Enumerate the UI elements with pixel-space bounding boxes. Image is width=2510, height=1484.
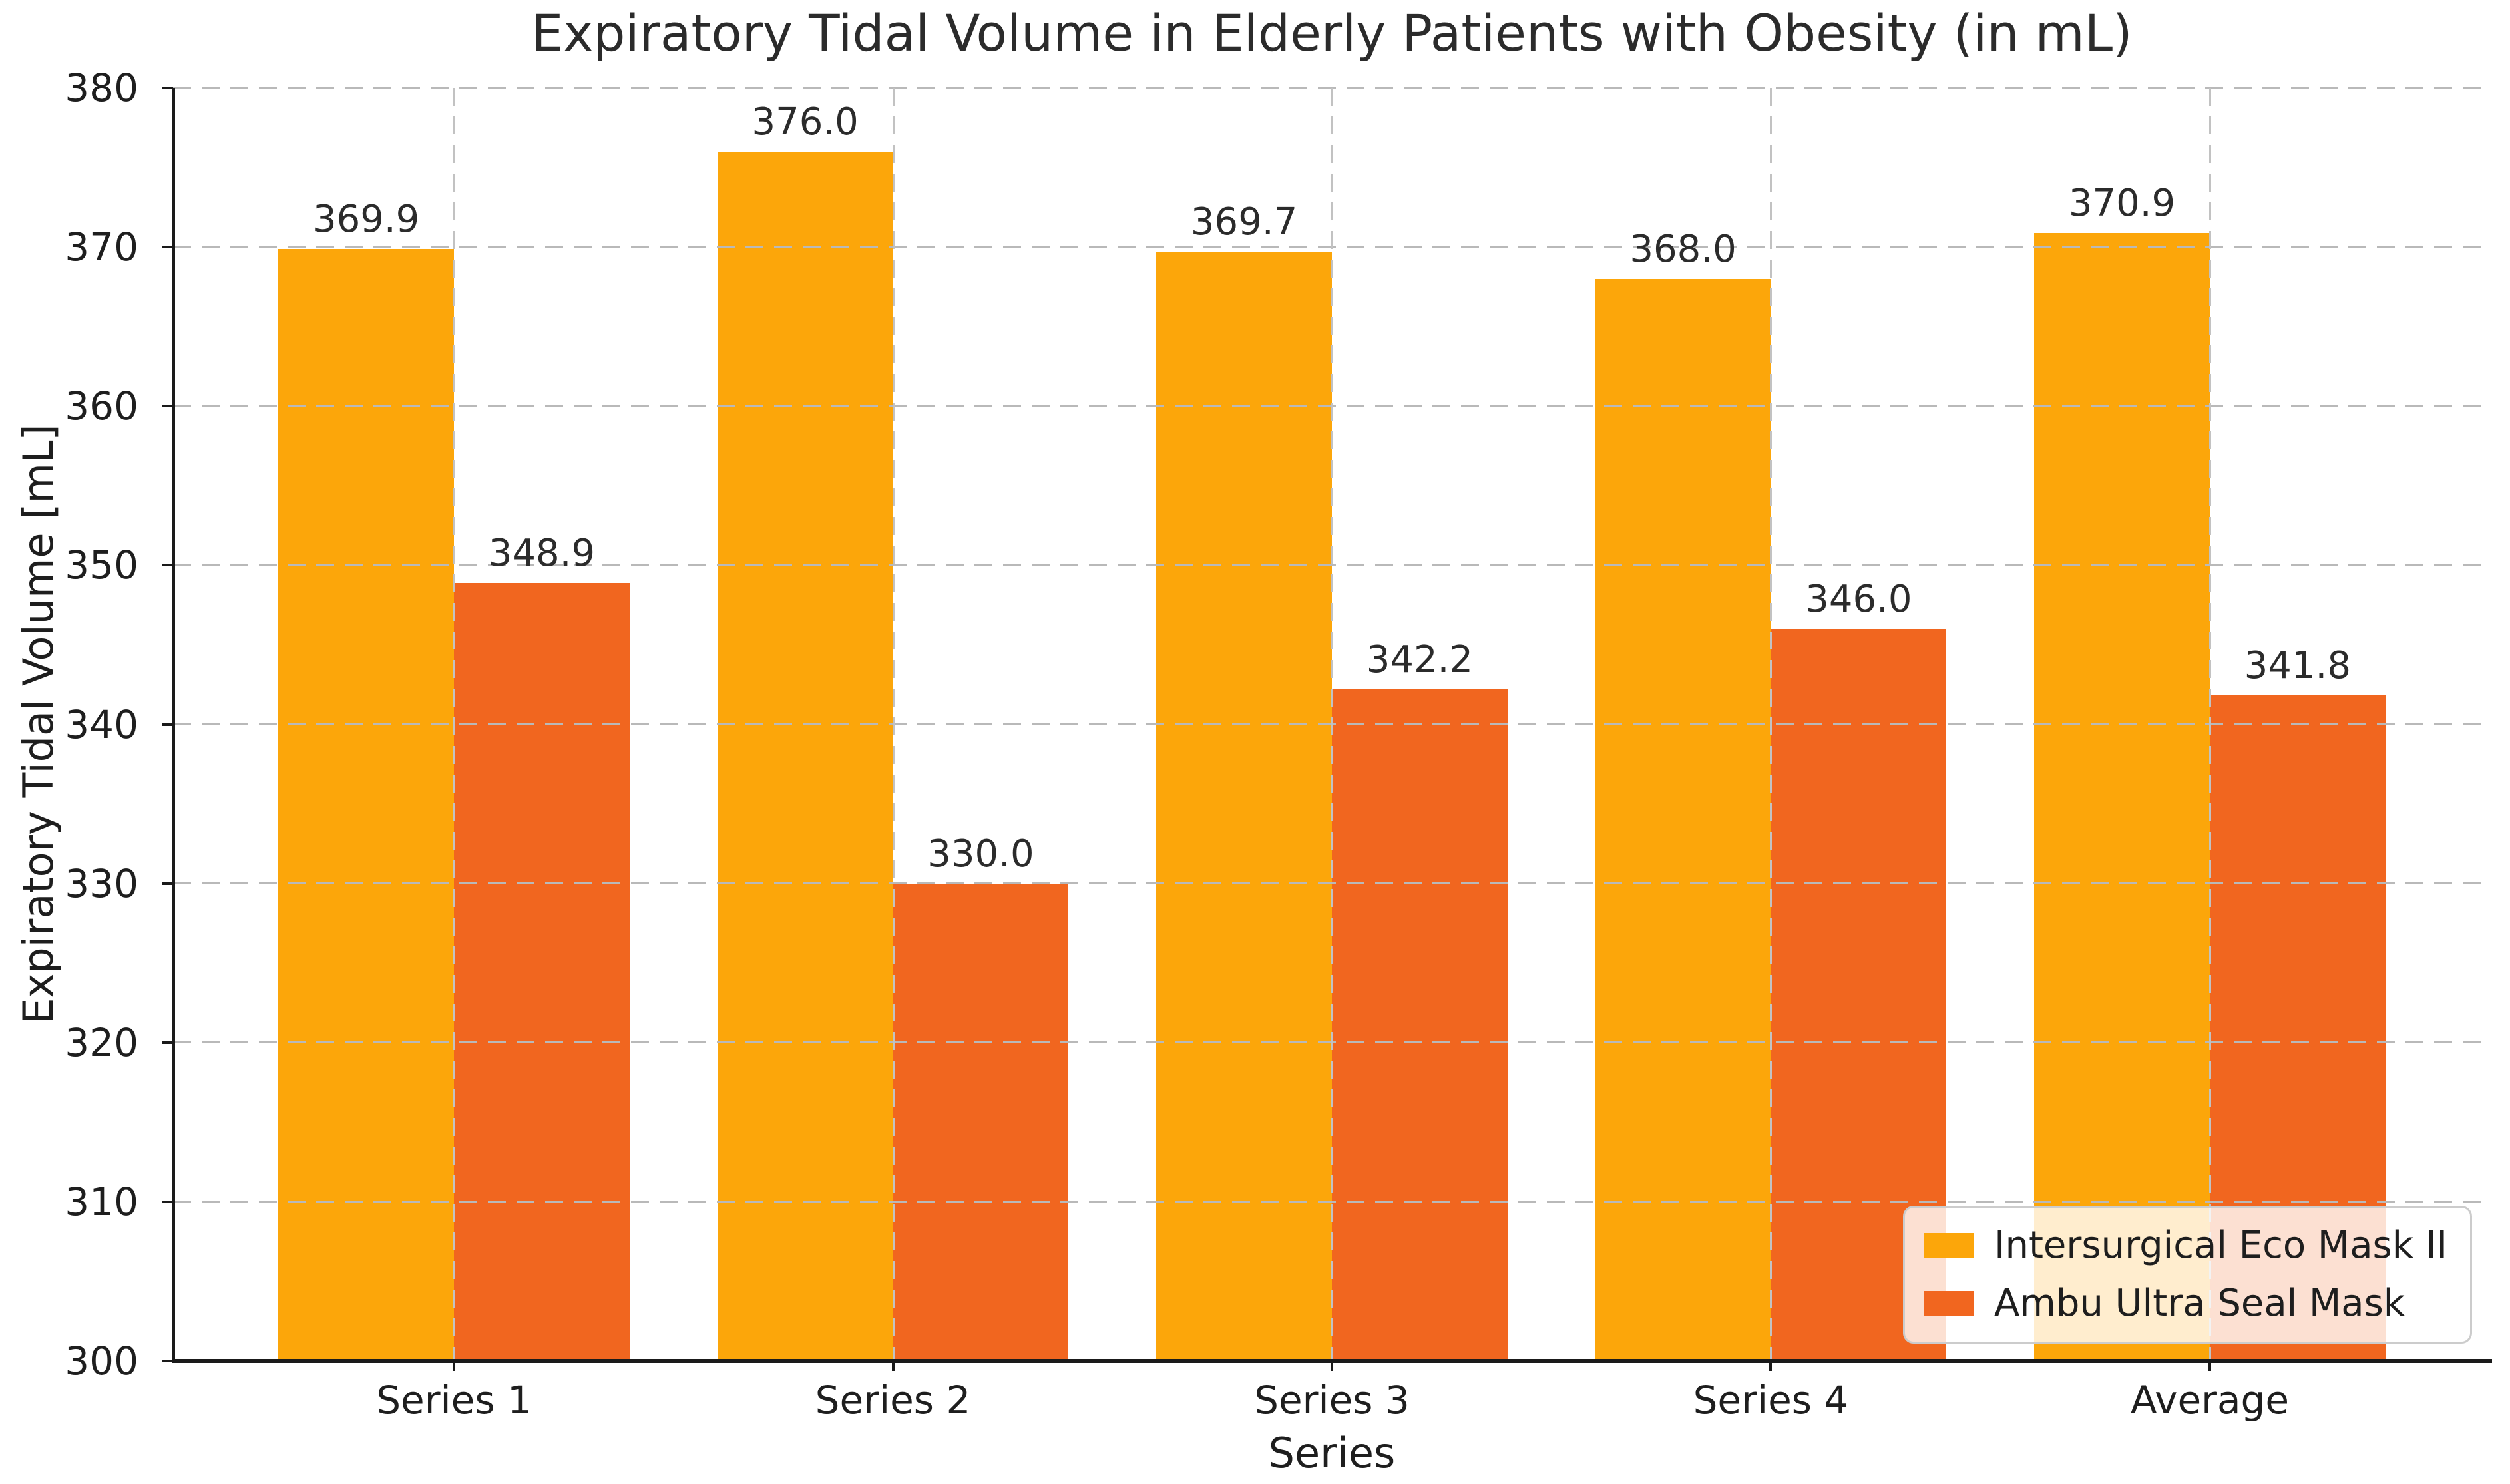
y-tick-label: 320	[65, 1020, 138, 1065]
value-label: 369.9	[312, 197, 420, 241]
bar-series1-1	[278, 248, 455, 1361]
bar-series1-3	[1156, 252, 1332, 1361]
legend-swatch	[1923, 1232, 1974, 1258]
bar-series1-5	[2034, 232, 2210, 1361]
x-tick	[891, 1361, 895, 1371]
y-tick-label: 340	[65, 701, 138, 747]
v-gridline	[1331, 88, 1333, 1361]
x-tick-label: Series 2	[815, 1378, 971, 1423]
bar-series1-4	[1595, 278, 1771, 1361]
y-tick	[162, 246, 173, 249]
legend-swatch	[1923, 1291, 1974, 1317]
y-tick	[162, 1360, 173, 1362]
y-tick	[162, 723, 173, 726]
legend-item-1: Intersurgical Eco Mask II	[1923, 1223, 2447, 1267]
v-gridline	[2208, 88, 2211, 1361]
x-axis-label: Series	[1268, 1429, 1396, 1477]
value-label: 341.8	[2244, 644, 2351, 688]
v-gridline	[1770, 88, 1773, 1361]
y-tick-label: 300	[65, 1338, 138, 1384]
v-gridline	[892, 88, 895, 1361]
value-label: 346.0	[1805, 578, 1912, 622]
y-tick-label: 360	[65, 383, 138, 429]
value-label: 330.0	[927, 832, 1034, 876]
y-tick	[162, 405, 173, 408]
plot-area: Series Intersurgical Eco Mask II Ambu Ult…	[65, 69, 2492, 1474]
chart-title: Expiratory Tidal Volume in Elderly Patie…	[531, 3, 2133, 63]
value-label: 376.0	[751, 100, 859, 144]
legend: Intersurgical Eco Mask II Ambu Ultra Seal…	[1902, 1205, 2472, 1344]
value-label: 342.2	[1366, 638, 1474, 681]
h-gridline	[173, 87, 2491, 89]
x-tick-label: Series 3	[1254, 1378, 1410, 1423]
y-axis-label: Expiratory Tidal Volume [mL]	[14, 424, 63, 1024]
x-tick-label: Series 4	[1693, 1378, 1849, 1423]
y-tick-label: 370	[65, 224, 138, 270]
bar-series2-1	[454, 582, 630, 1361]
value-label: 369.7	[1190, 200, 1298, 244]
x-tick	[1331, 1361, 1333, 1371]
y-tick	[162, 87, 173, 89]
y-tick	[162, 1200, 173, 1203]
v-gridline	[453, 88, 456, 1361]
x-tick	[2208, 1361, 2211, 1371]
y-tick	[162, 564, 173, 567]
value-label: 370.9	[2068, 181, 2176, 225]
x-tick	[453, 1361, 456, 1371]
y-tick-label: 310	[65, 1179, 138, 1224]
y-tick-label: 350	[65, 542, 138, 588]
y-tick	[162, 1041, 173, 1044]
x-tick-label: Average	[2130, 1378, 2290, 1423]
legend-label: Ambu Ultra Seal Mask	[1993, 1282, 2405, 1326]
legend-item-2: Ambu Ultra Seal Mask	[1923, 1282, 2447, 1326]
bar-series2-3	[1332, 689, 1508, 1361]
y-tick	[162, 882, 173, 885]
y-tick-label: 330	[65, 860, 138, 906]
x-tick-label: Series 1	[376, 1378, 532, 1423]
x-tick	[1769, 1361, 1773, 1371]
y-axis-spine	[172, 88, 175, 1361]
value-label: 348.9	[488, 531, 596, 575]
legend-label: Intersurgical Eco Mask II	[1993, 1223, 2447, 1267]
value-label: 368.0	[1629, 227, 1737, 271]
bar-series1-2	[717, 151, 893, 1361]
bar-series2-2	[893, 883, 1069, 1361]
y-tick-label: 380	[65, 65, 138, 110]
